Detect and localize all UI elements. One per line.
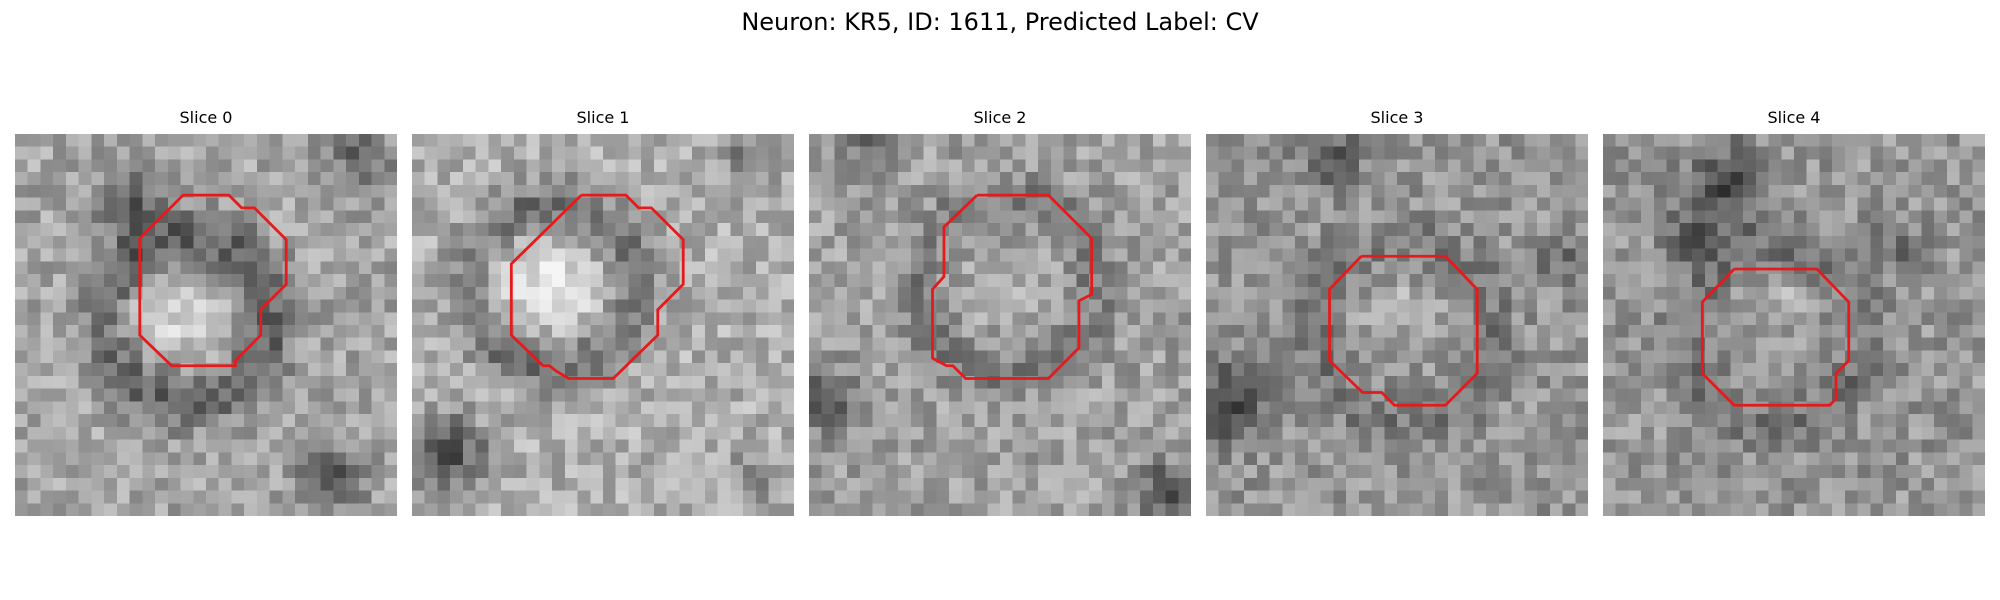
grayscale-patch-4 xyxy=(1603,134,1985,516)
slice-panel-1: Slice 1 xyxy=(412,108,794,516)
roi-contour-4 xyxy=(1700,267,1851,407)
slice-title-2: Slice 2 xyxy=(973,108,1027,127)
roi-contour-0 xyxy=(138,193,288,368)
roi-contour-2 xyxy=(931,193,1094,380)
slice-panel-2: Slice 2 xyxy=(809,108,1191,516)
slice-title-3: Slice 3 xyxy=(1370,108,1424,127)
slice-image-0 xyxy=(15,134,397,516)
grayscale-patch-3 xyxy=(1206,134,1588,516)
contour-overlay-0 xyxy=(138,193,288,368)
contour-overlay-3 xyxy=(1328,254,1479,407)
slice-image-2 xyxy=(809,134,1191,516)
contour-overlay-1 xyxy=(509,193,685,380)
slice-panel-0: Slice 0 xyxy=(15,108,397,516)
grayscale-patch-0 xyxy=(15,134,397,516)
figure-title: Neuron: KR5, ID: 1611, Predicted Label: … xyxy=(741,8,1259,36)
slice-title-0: Slice 0 xyxy=(179,108,233,127)
slice-image-4 xyxy=(1603,134,1985,516)
slice-image-1 xyxy=(412,134,794,516)
roi-contour-1 xyxy=(509,193,685,380)
grayscale-patch-1 xyxy=(412,134,794,516)
contour-overlay-2 xyxy=(931,193,1094,380)
slice-title-4: Slice 4 xyxy=(1767,108,1821,127)
slice-title-1: Slice 1 xyxy=(576,108,630,127)
slice-panel-4: Slice 4 xyxy=(1603,108,1985,516)
slice-panel-3: Slice 3 xyxy=(1206,108,1588,516)
contour-overlay-4 xyxy=(1700,267,1851,407)
roi-contour-3 xyxy=(1328,254,1479,407)
grayscale-patch-2 xyxy=(809,134,1191,516)
slice-image-3 xyxy=(1206,134,1588,516)
